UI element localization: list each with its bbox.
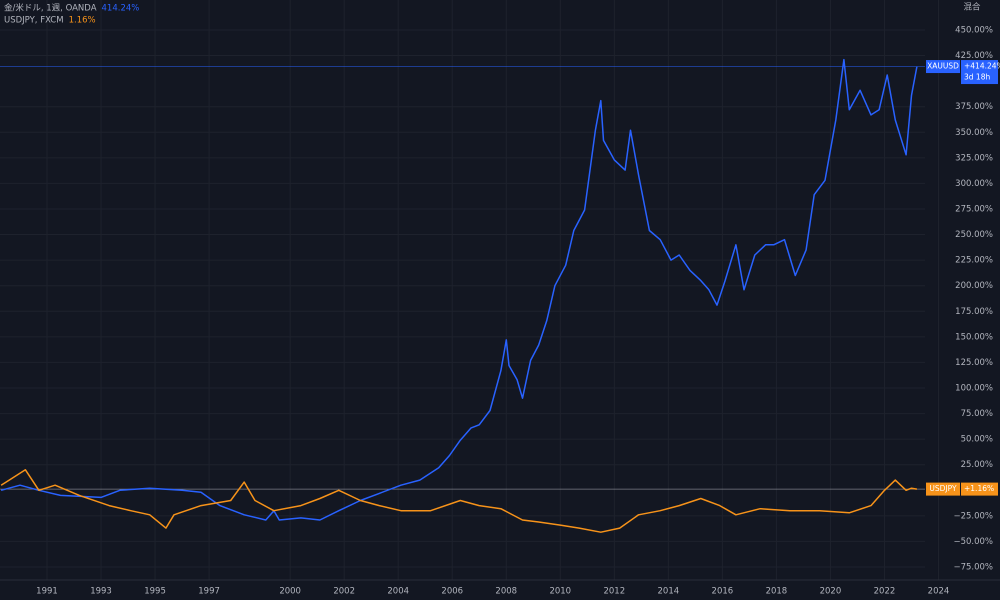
- x-tick-label: 2000: [279, 587, 301, 597]
- y-tick-label: −50.00%: [953, 537, 993, 547]
- x-tick-label: 2010: [549, 587, 571, 597]
- x-tick-label: 2018: [766, 587, 788, 597]
- value-badge: [961, 60, 998, 85]
- y-tick-label: 375.00%: [955, 102, 993, 112]
- y-tick-label: 150.00%: [955, 332, 993, 342]
- x-tick-label: 2012: [603, 587, 625, 597]
- symbol-badge-label: USDJPY: [929, 484, 957, 493]
- x-tick-label: 2022: [874, 587, 896, 597]
- x-tick-label: 2024: [928, 587, 950, 597]
- x-tick-label: 1991: [36, 587, 58, 597]
- y-tick-label: −75.00%: [953, 563, 993, 573]
- y-tick-label: 300.00%: [955, 179, 993, 189]
- series-line: [0, 58, 918, 521]
- countdown-label: 3d 18h: [964, 73, 990, 82]
- y-tick-label: 175.00%: [955, 307, 993, 317]
- y-tick-label: 275.00%: [955, 204, 993, 214]
- x-tick-label: 2016: [712, 587, 734, 597]
- y-tick-label: 450.00%: [955, 25, 993, 35]
- legend-value: 1.16%: [69, 16, 96, 26]
- value-badge: [961, 482, 998, 496]
- x-tick-label: 2014: [658, 587, 680, 597]
- y-tick-label: 200.00%: [955, 281, 993, 291]
- legend-value: 414.24%: [102, 4, 140, 14]
- y-tick-label: 125.00%: [955, 358, 993, 368]
- y-tick-label: 425.00%: [955, 51, 993, 61]
- y-tick-label: 75.00%: [961, 409, 993, 419]
- y-tick-label: 25.00%: [961, 460, 993, 470]
- x-tick-label: 2006: [441, 587, 463, 597]
- y-tick-label: −25.00%: [953, 511, 993, 521]
- legend-label[interactable]: 金/米ドル, 1週, OANDA: [4, 3, 97, 14]
- x-tick-label: 2004: [387, 587, 409, 597]
- value-badge-label: +1.16%: [964, 484, 994, 493]
- x-tick-label: 2020: [820, 587, 842, 597]
- x-tick-label: 1995: [144, 587, 166, 597]
- series-line: [0, 469, 918, 533]
- x-tick-label: 2008: [495, 587, 517, 597]
- y-tick-label: 250.00%: [955, 230, 993, 240]
- y-tick-label: 50.00%: [961, 435, 993, 445]
- symbol-badge: [926, 482, 960, 496]
- y-tick-label: 325.00%: [955, 153, 993, 163]
- value-badge-label: +414.24%: [964, 62, 1000, 71]
- scale-mode[interactable]: 混合: [963, 2, 981, 13]
- x-tick-label: 1997: [198, 587, 220, 597]
- x-tick-label: 2002: [333, 587, 355, 597]
- y-tick-label: 225.00%: [955, 256, 993, 266]
- symbol-badge: [926, 60, 960, 74]
- y-tick-label: 350.00%: [955, 128, 993, 138]
- symbol-badge-label: XAUUSD: [927, 62, 959, 71]
- x-tick-label: 1993: [90, 587, 112, 597]
- y-tick-label: 100.00%: [955, 383, 993, 393]
- legend-label[interactable]: USDJPY, FXCM: [4, 16, 64, 26]
